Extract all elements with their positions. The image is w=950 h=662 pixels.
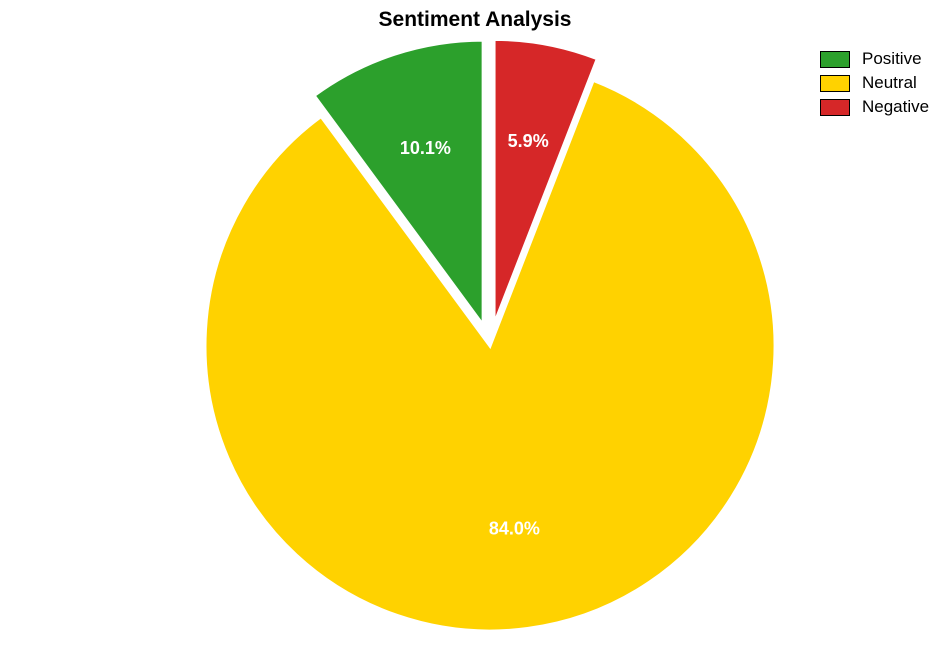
legend-item-positive: Positive — [820, 47, 929, 71]
pie-label-positive: 10.1% — [400, 138, 451, 158]
legend-label-neutral: Neutral — [862, 73, 917, 93]
pie-chart: 10.1% 84.0% 5.9% — [0, 0, 950, 662]
pie-label-neutral: 84.0% — [489, 518, 540, 538]
legend-item-neutral: Neutral — [820, 71, 929, 95]
pie-slice-neutral — [205, 80, 775, 631]
chart-container: Sentiment Analysis 10.1%84.0%5.9% Positi… — [0, 0, 950, 662]
legend: Positive Neutral Negative — [820, 47, 929, 119]
legend-swatch-positive — [820, 51, 850, 68]
legend-item-negative: Negative — [820, 95, 929, 119]
pie-label-negative: 5.9% — [508, 131, 549, 151]
legend-swatch-negative — [820, 99, 850, 116]
legend-label-negative: Negative — [862, 97, 929, 117]
legend-label-positive: Positive — [862, 49, 922, 69]
legend-swatch-neutral — [820, 75, 850, 92]
